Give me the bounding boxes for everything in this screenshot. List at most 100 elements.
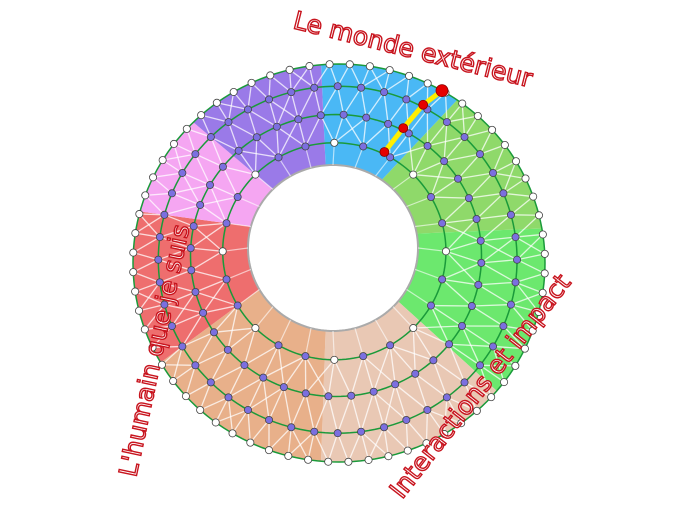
ring-dot — [477, 258, 486, 267]
mesh-edge — [269, 74, 292, 93]
ring-dot — [476, 236, 485, 245]
ring-dot — [475, 150, 484, 159]
mesh-edge — [387, 123, 391, 158]
mesh-edge — [133, 251, 159, 261]
mesh-edge — [360, 69, 391, 89]
mesh-edge — [190, 250, 224, 271]
mesh-edge — [457, 172, 494, 180]
mesh-edge — [383, 427, 390, 457]
ring-dot — [411, 369, 420, 378]
mesh-edge — [492, 160, 517, 174]
boundary-dot — [196, 406, 205, 415]
mesh-edge — [337, 86, 345, 115]
mesh-edge — [365, 91, 385, 118]
ring-dot — [460, 378, 469, 387]
mesh-edge — [360, 431, 370, 461]
mesh-edge — [135, 232, 160, 238]
mesh-edge — [227, 305, 239, 350]
mesh-edge — [448, 343, 481, 366]
mesh-edge — [251, 82, 270, 100]
mesh-edge — [414, 268, 443, 280]
mesh-edge — [412, 327, 450, 345]
mesh-edge — [405, 419, 427, 444]
mesh-edge — [304, 328, 312, 357]
mesh-edge — [268, 99, 278, 127]
mesh-edge — [132, 236, 161, 254]
boundary-dot — [131, 287, 140, 296]
mesh-edge — [172, 346, 183, 382]
ring-dot — [218, 162, 227, 171]
ring-dot — [357, 83, 366, 92]
mesh-edge — [158, 247, 191, 261]
ring-dot — [240, 361, 249, 370]
mesh-edge — [158, 259, 192, 271]
mesh-edge — [492, 172, 526, 180]
boundary-dot — [181, 392, 190, 401]
mesh-edge — [277, 319, 292, 346]
mesh-edge — [503, 177, 526, 194]
mesh-edge — [216, 102, 249, 111]
mesh-edge — [247, 82, 253, 110]
mesh-edge — [515, 281, 540, 313]
mesh-edge — [417, 247, 447, 252]
mesh-edge — [307, 431, 315, 460]
mesh-edge — [164, 214, 194, 227]
mesh-edge — [477, 284, 512, 306]
mesh-edge — [430, 196, 469, 199]
ring-dot — [460, 133, 469, 142]
mesh-edge — [408, 109, 428, 134]
boundary-dot — [422, 439, 431, 448]
ring-dot — [333, 429, 342, 438]
mesh-edge — [515, 233, 543, 238]
boundary-dot — [472, 406, 481, 415]
boundary-dot — [251, 324, 260, 333]
mesh-edge — [305, 393, 315, 432]
mesh-edge — [213, 305, 239, 333]
boundary-dot — [487, 393, 496, 402]
boundary-dot — [473, 111, 482, 120]
boundary-dot — [149, 173, 158, 182]
mesh-edge — [362, 355, 375, 392]
boundary-dot — [246, 438, 255, 447]
ring-dot — [206, 378, 215, 387]
mesh-edge — [152, 325, 173, 348]
mesh-edge — [414, 373, 448, 398]
mesh-edge — [479, 129, 493, 155]
mesh-edge — [138, 303, 165, 312]
mesh-edge — [290, 426, 309, 461]
mesh-edge — [461, 325, 481, 366]
mesh-edge — [186, 128, 196, 155]
mesh-edge — [373, 345, 391, 392]
mesh-edge — [332, 330, 335, 360]
mesh-edge — [426, 409, 445, 435]
boundary-dot — [148, 343, 157, 352]
mesh-edge — [254, 137, 258, 175]
ring-dot — [265, 95, 274, 104]
mesh-edge — [227, 121, 240, 151]
ring-dot — [167, 322, 176, 331]
mesh-edge — [481, 259, 518, 264]
ring-dot — [499, 189, 508, 198]
mesh-edge — [347, 431, 362, 463]
mesh-edge — [313, 63, 331, 89]
mesh-edge — [289, 69, 315, 89]
mesh-edge — [145, 192, 173, 196]
ring-dot — [423, 141, 432, 150]
boundary-dot — [512, 157, 521, 166]
mesh-edge — [383, 92, 389, 124]
ring-dot — [301, 389, 310, 398]
mesh-edge — [430, 178, 459, 198]
boundary-dot — [441, 247, 450, 256]
mesh-edge — [367, 426, 385, 461]
ring-dot — [178, 168, 187, 177]
boundary-dot — [528, 326, 537, 335]
mesh-edge — [210, 364, 245, 383]
mesh-edge — [441, 222, 481, 242]
mesh-edge — [479, 365, 492, 398]
mesh-edge — [394, 383, 428, 411]
mesh-edge — [222, 166, 256, 176]
ring-dot — [506, 300, 515, 309]
boundary-dot — [182, 124, 191, 133]
